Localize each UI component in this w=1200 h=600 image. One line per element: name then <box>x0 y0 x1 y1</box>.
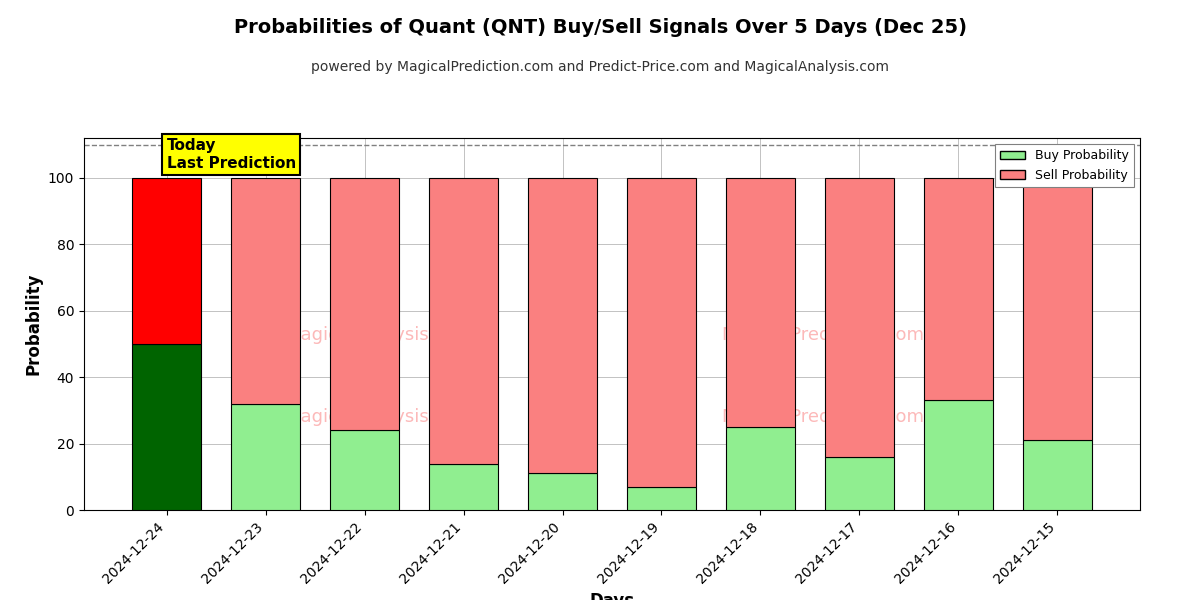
Text: MagicalAnalysis.com: MagicalAnalysis.com <box>286 408 474 426</box>
Text: Probabilities of Quant (QNT) Buy/Sell Signals Over 5 Days (Dec 25): Probabilities of Quant (QNT) Buy/Sell Si… <box>234 18 966 37</box>
Text: MagicalPrediction.com: MagicalPrediction.com <box>721 408 925 426</box>
Bar <box>1022 178 1092 440</box>
Bar <box>428 463 498 510</box>
Bar <box>330 430 400 510</box>
Bar <box>132 344 202 510</box>
Bar <box>528 473 598 510</box>
Bar <box>1022 440 1092 510</box>
Bar <box>230 178 300 404</box>
Bar <box>626 487 696 510</box>
Bar <box>726 427 796 510</box>
Bar <box>132 178 202 344</box>
Bar <box>626 178 696 487</box>
Text: Today
Last Prediction: Today Last Prediction <box>167 139 296 171</box>
Bar <box>824 178 894 457</box>
Text: powered by MagicalPrediction.com and Predict-Price.com and MagicalAnalysis.com: powered by MagicalPrediction.com and Pre… <box>311 60 889 74</box>
Text: MagicalPrediction.com: MagicalPrediction.com <box>721 326 925 344</box>
X-axis label: Days: Days <box>589 592 635 600</box>
Bar <box>824 457 894 510</box>
Legend: Buy Probability, Sell Probability: Buy Probability, Sell Probability <box>995 144 1134 187</box>
Bar <box>924 178 994 400</box>
Bar <box>330 178 400 430</box>
Bar <box>230 404 300 510</box>
Bar <box>428 178 498 463</box>
Bar <box>726 178 796 427</box>
Bar <box>924 400 994 510</box>
Bar <box>528 178 598 473</box>
Text: MagicalAnalysis.com: MagicalAnalysis.com <box>286 326 474 344</box>
Y-axis label: Probability: Probability <box>24 273 42 375</box>
